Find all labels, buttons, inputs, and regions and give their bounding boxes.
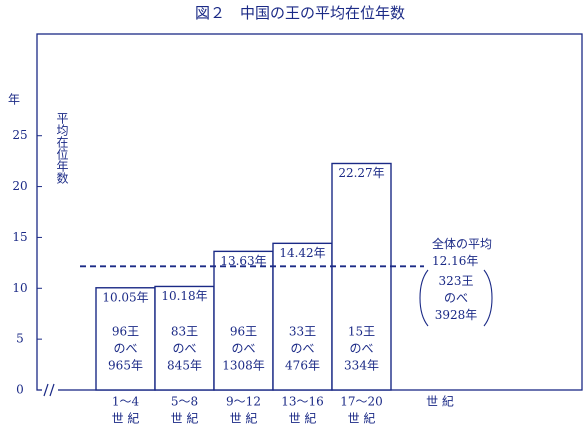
x-tick-unit: 世 紀 <box>171 412 199 426</box>
bar-note: のべ <box>231 342 255 356</box>
bar-note: のべ <box>349 342 373 356</box>
x-tick-unit: 世 紀 <box>112 412 140 426</box>
value-label: 10.05年 <box>102 290 148 304</box>
chart-title: 図２ 中国の王の平均在位年数 <box>195 4 405 22</box>
x-tick-label: 17～20 <box>340 395 383 409</box>
y-tick-label: 0 <box>16 383 24 397</box>
bar <box>331 162 392 391</box>
bar-note: 33王 <box>289 325 316 339</box>
bar-note: 96王 <box>230 325 257 339</box>
value-label: 13.63年 <box>220 254 266 268</box>
reference-note: 3928年 <box>435 308 478 322</box>
y-unit: 年 <box>8 93 20 107</box>
x-tick-label: 13～16 <box>281 395 324 409</box>
bar-note: のべ <box>113 342 137 356</box>
y-axis-label: 平均在位年数 <box>55 112 69 185</box>
x-tick-label: 9～12 <box>226 395 261 409</box>
x-tick-unit: 世 紀 <box>348 412 376 426</box>
reference-note: のべ <box>444 291 468 305</box>
bar <box>95 287 156 391</box>
paren-right <box>483 269 493 327</box>
reference-note: 323王 <box>439 274 474 288</box>
reference-label: 12.16年 <box>432 254 478 268</box>
bar <box>154 285 215 391</box>
bar-note: 1308年 <box>222 359 265 373</box>
bar-note: 334年 <box>344 359 379 373</box>
y-tick-label: 10 <box>12 281 27 295</box>
x-tick-label: 1～4 <box>112 395 140 409</box>
value-label: 22.27年 <box>338 166 384 180</box>
value-label: 10.18年 <box>161 289 207 303</box>
y-tick-label: 25 <box>12 128 27 142</box>
bar-note: のべ <box>172 342 196 356</box>
y-tick-label: 5 <box>16 332 24 346</box>
bar-note: 845年 <box>167 359 202 373</box>
paren-left-curve <box>419 269 429 327</box>
x-tick-label: 5～8 <box>171 395 198 409</box>
break-mark <box>43 383 55 397</box>
bar-note: のべ <box>290 342 314 356</box>
axis-break <box>42 383 58 397</box>
value-label: 14.42年 <box>279 246 325 260</box>
bar-note: 965年 <box>108 359 143 373</box>
bar-note: 15王 <box>348 325 375 339</box>
bar-note: 476年 <box>285 359 320 373</box>
break-gap <box>42 383 58 397</box>
bar-note: 83王 <box>171 325 198 339</box>
x-tick-unit: 世 紀 <box>289 412 317 426</box>
bar-note: 96王 <box>112 325 139 339</box>
bar <box>272 242 333 391</box>
x-tick-unit: 世 紀 <box>230 412 258 426</box>
y-tick-label: 20 <box>12 179 27 193</box>
y-tick-label: 15 <box>12 230 27 244</box>
reference-title: 全体の平均 <box>432 236 492 251</box>
x-axis-label: 世 紀 <box>426 395 454 409</box>
